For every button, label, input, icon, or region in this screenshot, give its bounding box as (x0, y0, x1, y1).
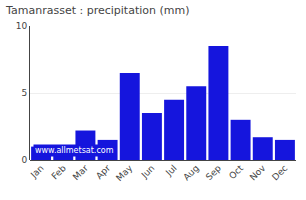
svg-text:Jan: Jan (28, 163, 46, 181)
svg-text:Sep: Sep (204, 163, 223, 182)
svg-text:Aug: Aug (181, 163, 201, 183)
svg-text:10: 10 (16, 21, 28, 31)
svg-text:0: 0 (21, 155, 27, 165)
svg-text:Dec: Dec (270, 163, 289, 182)
svg-text:Nov: Nov (248, 163, 268, 183)
svg-text:Oct: Oct (227, 163, 245, 181)
svg-text:www.allmetsat.com: www.allmetsat.com (35, 146, 114, 155)
svg-text:Tamanrasset : precipitation (m: Tamanrasset : precipitation (mm) (5, 4, 189, 17)
svg-text:5: 5 (21, 88, 27, 98)
svg-text:Feb: Feb (50, 163, 69, 182)
svg-text:Jun: Jun (139, 163, 157, 181)
svg-text:May: May (114, 163, 135, 184)
svg-text:Jul: Jul (163, 163, 178, 178)
svg-text:Mar: Mar (71, 163, 90, 182)
svg-text:Apr: Apr (94, 163, 112, 181)
